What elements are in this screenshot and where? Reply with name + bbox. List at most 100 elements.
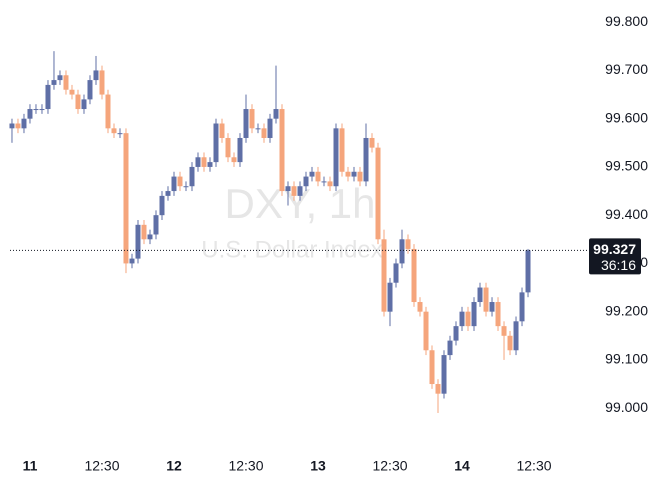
candle-body [411, 248, 417, 303]
candle-body [33, 109, 39, 111]
candle-body [141, 224, 147, 240]
candle-body [21, 118, 27, 129]
candle-body [129, 258, 135, 264]
candle-body [219, 123, 225, 138]
x-tick-label: 11 [23, 458, 38, 474]
candle-body [273, 109, 279, 119]
candle-body [447, 340, 453, 356]
candle-body [69, 89, 75, 95]
candle-body [15, 123, 21, 129]
plot [9, 51, 531, 413]
candle-body [27, 109, 33, 119]
candle-body [327, 181, 333, 187]
candle-body [117, 133, 123, 135]
candle-body [9, 123, 15, 129]
candle-body [57, 75, 63, 81]
candle-body [465, 311, 471, 327]
candle-body [249, 109, 255, 129]
candle-body [255, 128, 261, 130]
y-tick-label: 99.600 [605, 109, 648, 125]
candle-body [111, 128, 117, 134]
candle-body [183, 186, 189, 188]
candle-body [339, 128, 345, 172]
candle-body [405, 239, 411, 249]
candle-body [267, 118, 273, 138]
candle-body [363, 137, 369, 182]
x-tick-label: 12:30 [228, 458, 263, 474]
y-tick-label: 99.200 [605, 302, 648, 318]
candle-body [477, 287, 483, 303]
candle-body [441, 355, 447, 394]
x-tick-label: 13 [310, 458, 326, 474]
candle-body [171, 176, 177, 192]
candle-body [231, 157, 237, 163]
candle-body [81, 99, 87, 110]
candle-body [387, 282, 393, 312]
candle-body [333, 128, 339, 187]
candle-body [39, 109, 45, 111]
candle-body [519, 292, 525, 322]
candle-body [489, 302, 495, 312]
candle-body [189, 166, 195, 187]
candle-body [435, 384, 441, 394]
candle-body [75, 94, 81, 110]
candle-body [123, 133, 129, 264]
y-tick-label: 99.700 [605, 61, 648, 77]
candle-body [369, 137, 375, 148]
candle-body [513, 321, 519, 351]
candle-body [159, 195, 165, 216]
candle-body [291, 186, 297, 196]
candle-body [213, 123, 219, 163]
candle-body [423, 311, 429, 351]
candle-body [225, 137, 231, 158]
x-tick-label: 12:30 [516, 458, 551, 474]
y-tick-label: 99.400 [605, 206, 648, 222]
candle-body [357, 171, 363, 182]
last-price-label: 99.327 [593, 241, 636, 257]
candle-body [375, 147, 381, 240]
candle-body [501, 326, 507, 336]
candle-body [471, 302, 477, 327]
candle-body [243, 109, 249, 138]
candle-body [321, 181, 327, 183]
y-tick-label: 99.500 [605, 158, 648, 174]
candle-body [51, 80, 57, 85]
candle-body [99, 70, 105, 95]
candle-body [279, 109, 285, 192]
candle-body [261, 128, 267, 138]
watermark-subtitle: U.S. Dollar Index [201, 236, 382, 263]
candle-body [237, 137, 243, 163]
x-tick-label: 14 [454, 458, 470, 474]
candle-body [507, 335, 513, 351]
candle-body [417, 302, 423, 312]
candle-body [201, 157, 207, 167]
x-tick-label: 12:30 [372, 458, 407, 474]
candle-body [105, 94, 111, 129]
candle-body [45, 84, 51, 110]
candle-body [495, 302, 501, 327]
candle-body [135, 224, 141, 259]
candle-body [459, 311, 465, 327]
candle-body [153, 215, 159, 235]
candle-body [177, 176, 183, 187]
candle-body [165, 191, 171, 196]
y-tick-label: 99.800 [605, 13, 648, 29]
x-tick-label: 12:30 [84, 458, 119, 474]
candle-body [345, 171, 351, 177]
candle-body [63, 75, 69, 90]
x-tick-label: 12 [166, 458, 182, 474]
candle-body [285, 186, 291, 192]
candle-body [453, 326, 459, 341]
candle-body [315, 171, 321, 182]
candle-body [207, 162, 213, 167]
candle-body [309, 171, 315, 177]
candle-body [525, 250, 531, 293]
candle-body [429, 350, 435, 385]
candle-body [393, 263, 399, 283]
candle-body [195, 157, 201, 167]
candle-body [483, 287, 489, 312]
last-price-box [589, 238, 641, 275]
candle-body [93, 70, 99, 81]
